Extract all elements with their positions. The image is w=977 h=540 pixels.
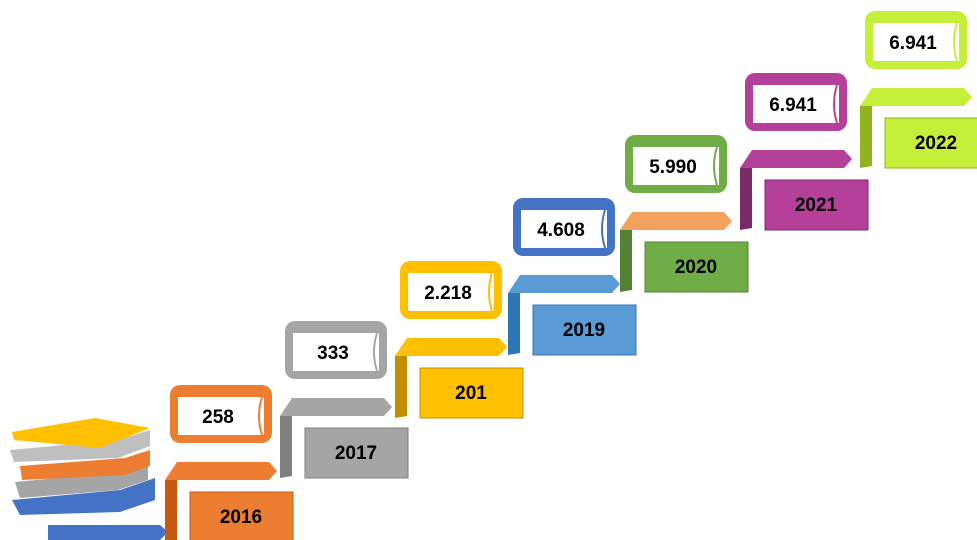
year-label: 2020 bbox=[675, 257, 717, 278]
step: 2021 6.941 bbox=[740, 73, 868, 230]
step-ribbon bbox=[740, 150, 852, 168]
year-label: 201 bbox=[455, 383, 487, 404]
step-ribbon bbox=[280, 398, 392, 416]
step: 2016 258 bbox=[165, 385, 293, 540]
value-label: 2.218 bbox=[424, 283, 472, 304]
step: 2019 4.608 bbox=[508, 198, 636, 355]
step-riser bbox=[620, 220, 632, 292]
staircase-infographic: 2016 258 2017 333 201 2.218 2019 4.608 2020 5.990… bbox=[0, 0, 977, 540]
step: 2022 6.941 bbox=[860, 11, 977, 168]
start-ribbon bbox=[48, 525, 168, 540]
value-label: 6.941 bbox=[769, 95, 817, 116]
step-riser bbox=[740, 158, 752, 230]
year-label: 2021 bbox=[795, 195, 838, 216]
year-label: 2017 bbox=[335, 443, 377, 464]
value-label: 333 bbox=[317, 343, 349, 364]
value-label: 5.990 bbox=[649, 157, 697, 178]
step-riser bbox=[165, 470, 177, 540]
step-ribbon bbox=[165, 462, 277, 480]
step: 2017 333 bbox=[280, 321, 408, 478]
step-riser bbox=[395, 346, 407, 418]
value-label: 4.608 bbox=[537, 220, 585, 241]
step: 2020 5.990 bbox=[620, 135, 748, 292]
step-riser bbox=[280, 406, 292, 478]
step-ribbon bbox=[395, 338, 507, 356]
step: 201 2.218 bbox=[395, 261, 523, 418]
value-label: 6.941 bbox=[889, 33, 937, 54]
step-riser bbox=[860, 96, 872, 168]
step-ribbon bbox=[860, 88, 972, 106]
books-icon bbox=[10, 418, 168, 540]
year-label: 2016 bbox=[220, 507, 262, 528]
step-ribbon bbox=[508, 275, 620, 293]
step-ribbon bbox=[620, 212, 732, 230]
year-label: 2022 bbox=[915, 133, 957, 154]
value-label: 258 bbox=[202, 407, 234, 428]
year-label: 2019 bbox=[563, 320, 605, 341]
step-riser bbox=[508, 283, 520, 355]
